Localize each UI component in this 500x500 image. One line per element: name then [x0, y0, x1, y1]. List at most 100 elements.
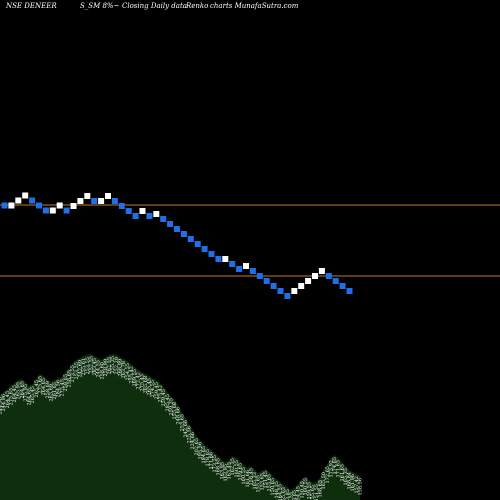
volume-label: 164.55 — [278, 484, 284, 500]
volume-label: 165.33 — [252, 472, 258, 490]
volume-label: 163.85 — [285, 489, 291, 500]
brick-down — [236, 266, 243, 272]
volume-label: 259.45 — [154, 382, 160, 400]
volume-label: 258.99 — [103, 359, 109, 377]
brick-down — [187, 236, 194, 242]
brick-up — [105, 193, 111, 199]
volume-label: 272.42 — [136, 372, 142, 390]
brick-down — [125, 208, 132, 214]
site-label: charts MunafaSutra.com — [210, 2, 299, 10]
volume-label: 253.55 — [85, 357, 91, 375]
volume-label: 168.84 — [347, 472, 353, 490]
volume-label: 264.65 — [19, 381, 25, 399]
volume-label: 242.69 — [78, 360, 84, 378]
symbol-label: NSE DENEER — [6, 2, 57, 10]
volume-label: 202.65 — [194, 438, 200, 456]
volume-label: 174.65 — [332, 457, 338, 475]
volume-label: 275.65 — [8, 388, 14, 406]
volume-label: 161.66 — [245, 470, 251, 488]
volume-label: 158.56 — [358, 478, 364, 496]
volume-label: 244.96 — [0, 397, 4, 415]
volume-label: 264.45 — [5, 391, 11, 409]
brick-down — [167, 221, 174, 227]
volume-label: 258.60 — [99, 362, 105, 380]
volume-label: 255.68 — [172, 402, 178, 420]
volume-label: 258.65 — [67, 370, 73, 388]
volume-label: 264.65 — [27, 388, 33, 406]
volume-label: 150.65 — [270, 478, 276, 496]
brick-down — [284, 293, 291, 299]
volume-label: 283.45 — [92, 358, 98, 376]
brick-up — [153, 211, 160, 217]
brick-down — [36, 202, 42, 209]
volume-label: 154.45 — [296, 486, 302, 500]
volume-label: 265.45 — [147, 378, 153, 396]
brick-up — [222, 256, 229, 262]
volume-label: 157.42 — [354, 476, 360, 494]
volume-label: 275.42 — [158, 385, 164, 403]
brick-up — [318, 268, 325, 274]
brick-down — [118, 203, 125, 209]
volume-label: 151.55 — [314, 484, 320, 500]
brick-up — [56, 202, 63, 209]
volume-label: 153.65 — [259, 473, 265, 491]
volume-label: 255.42 — [128, 366, 134, 384]
volume-label: 275.65 — [38, 376, 44, 394]
volume-label: 253.65 — [179, 414, 185, 432]
brick-up — [15, 197, 22, 204]
brick-down — [160, 216, 167, 222]
brick-down — [1, 202, 8, 209]
volume-label: 165.50 — [321, 472, 327, 490]
volume-label: 171.63 — [336, 460, 342, 478]
volume-label: 171.66 — [208, 452, 214, 470]
volume-label: 285.45 — [165, 394, 171, 412]
volume-label: 173.55 — [212, 455, 218, 473]
volume-label: 252.55 — [88, 356, 94, 374]
volume-label: 163.45 — [227, 462, 233, 480]
volume-label: 165.63 — [281, 487, 287, 500]
volume-label: 259.35 — [168, 398, 174, 416]
volume-label: 284.56 — [56, 380, 62, 398]
brick-down — [263, 278, 270, 284]
volume-label: 162.35 — [230, 458, 236, 476]
volume-label: 159.65 — [238, 463, 244, 481]
volume-label: 172.65 — [325, 466, 331, 484]
volume-label: 162.55 — [288, 492, 294, 500]
volume-label: 150.45 — [299, 481, 305, 499]
volume-label: 151.45 — [263, 471, 269, 489]
brick-down — [146, 213, 153, 219]
volume-label: 258.69 — [45, 381, 51, 399]
brick-up — [98, 198, 105, 204]
volume-label: 148.35 — [274, 481, 280, 499]
volume-label: 265.95 — [16, 382, 22, 400]
brick-down — [249, 268, 256, 274]
volume-label: 153.65 — [267, 474, 273, 492]
brick-down — [63, 207, 70, 214]
brick-down — [229, 261, 236, 267]
volume-label: 160.55 — [303, 478, 309, 496]
volume-label: 155.65 — [310, 485, 316, 500]
brick-down — [42, 207, 49, 214]
volume-label: 275.95 — [23, 384, 29, 402]
brick-down — [346, 288, 353, 294]
brick-up — [22, 192, 29, 199]
volume-label: 160.55 — [234, 460, 240, 478]
brick-down — [201, 246, 208, 252]
volume-label: 242.66 — [183, 420, 189, 438]
brick-down — [256, 273, 263, 279]
volume-label: 254.55 — [125, 363, 131, 381]
volume-label: 275.43 — [139, 374, 145, 392]
brick-down — [339, 283, 346, 289]
volume-label: 255.35 — [110, 356, 116, 374]
brick-down — [91, 198, 98, 204]
volume-label: 274.55 — [150, 380, 156, 398]
brick-down — [180, 231, 187, 237]
brick-down — [194, 241, 201, 247]
brick-up — [298, 283, 305, 289]
volume-label: 264.65 — [41, 378, 47, 396]
volume-label: 258.65 — [63, 374, 69, 392]
volume-label: 159.55 — [307, 482, 313, 500]
brick-down — [215, 256, 222, 262]
